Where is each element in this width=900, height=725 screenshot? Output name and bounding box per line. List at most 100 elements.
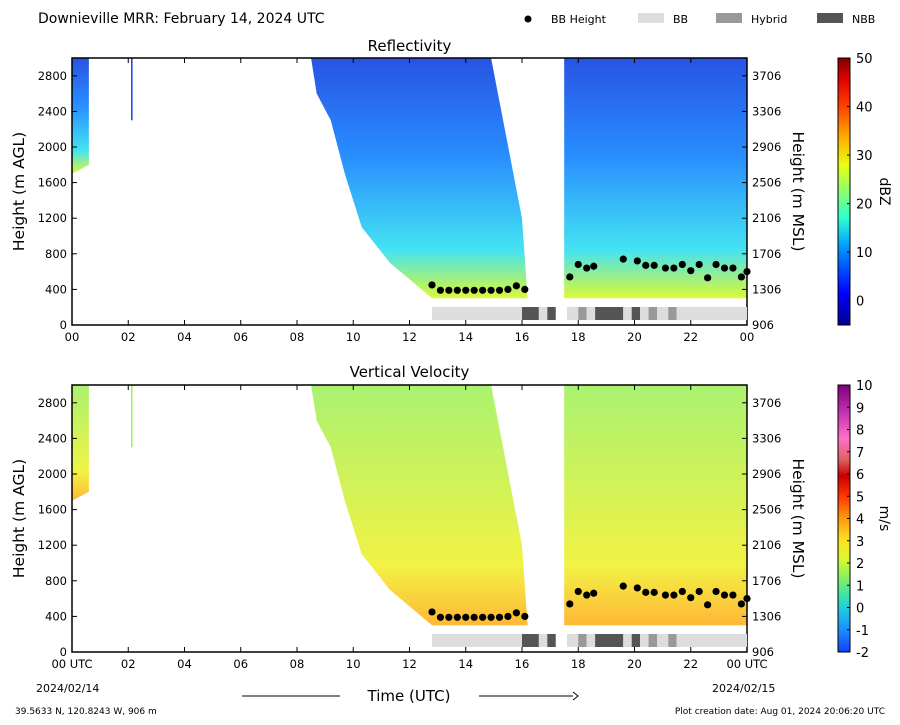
- y-tick-label: 2000: [38, 467, 67, 481]
- bb-type-segment: [578, 307, 587, 320]
- y-tick-label-right: 2106: [752, 538, 781, 552]
- y-tick-label: 400: [45, 609, 67, 623]
- bb-height-point: [670, 591, 678, 599]
- colorbar-tick-label: 7: [856, 446, 864, 461]
- y-tick-label: 2000: [38, 140, 67, 154]
- bb-height-point: [504, 612, 512, 621]
- bb-height-point: [470, 613, 478, 621]
- field-fill-early: [72, 385, 89, 501]
- x-tick-label: 10: [346, 657, 361, 671]
- bb-height-point: [487, 613, 495, 621]
- x-tick-label: 22: [683, 657, 698, 671]
- bb-type-segment: [648, 307, 657, 320]
- bb-height-point: [687, 267, 695, 275]
- field-fill-late: [564, 58, 747, 299]
- x-tick-label: 22: [683, 330, 698, 344]
- x-tick-label: 06: [233, 330, 248, 344]
- time-arrow-head: [572, 691, 579, 701]
- creation-date-text: Plot creation date: Aug 01, 2024 20:06:2…: [675, 707, 885, 717]
- bb-height-point: [729, 591, 737, 599]
- colorbar-tick-label: 2: [856, 557, 864, 572]
- field-fill-early: [72, 58, 89, 174]
- bb-type-segment: [595, 307, 624, 320]
- y-tick-label-right: 1306: [752, 282, 781, 296]
- bb-height-point: [678, 587, 686, 596]
- bb-height-point: [521, 612, 529, 621]
- legend-nbb-label: NBB: [852, 13, 875, 26]
- bb-height-point: [470, 286, 478, 294]
- bb-type-segment: [567, 307, 579, 320]
- bb-height-point: [445, 286, 453, 294]
- bb-height-point: [720, 264, 729, 272]
- colorbar-tick-label: 50: [856, 52, 873, 67]
- panel-title: Vertical Velocity: [350, 363, 470, 381]
- x-tick-label: 20: [627, 657, 642, 671]
- x-tick-label: 16: [515, 657, 530, 671]
- bb-type-segment: [547, 634, 556, 647]
- bb-height-point: [436, 286, 445, 294]
- bb-height-point: [678, 260, 686, 269]
- bb-height-point: [487, 286, 495, 294]
- bb-height-point: [619, 255, 627, 263]
- bb-height-point: [720, 591, 729, 599]
- bb-height-point: [737, 600, 745, 608]
- bb-height-point: [670, 264, 678, 272]
- bb-type-segment: [522, 307, 539, 320]
- colorbar-tick-label: 40: [856, 101, 873, 116]
- y-tick-label-right: 1306: [752, 609, 781, 623]
- bb-height-point: [583, 591, 591, 599]
- x-tick-label: 18: [571, 330, 586, 344]
- x-tick-label: 08: [290, 330, 305, 344]
- y-tick-label: 1600: [38, 503, 67, 517]
- bb-type-segment: [432, 634, 522, 647]
- colorbar-tick-label: 0: [856, 602, 864, 617]
- bb-type-segment: [668, 307, 677, 320]
- y-tick-label-right: 3706: [752, 69, 781, 83]
- y-tick-label-right: 2506: [752, 176, 781, 190]
- colorbar-label: dBZ: [876, 177, 892, 205]
- x-tick-label: 02: [121, 330, 136, 344]
- colorbar: [837, 57, 851, 326]
- bb-height-point: [737, 273, 745, 281]
- bb-height-point: [661, 591, 670, 599]
- bb-height-point: [633, 257, 641, 265]
- bb-height-point: [743, 595, 751, 603]
- colorbar-tick-label: 5: [856, 490, 864, 505]
- bb-type-segment: [586, 634, 596, 647]
- bb-type-segment: [640, 307, 649, 320]
- legend-bb-label: BB: [673, 13, 688, 26]
- y-tick-label: 2400: [38, 104, 67, 118]
- x-tick-label: 02: [121, 657, 136, 671]
- bb-type-segment: [578, 634, 587, 647]
- bb-height-point: [504, 285, 512, 293]
- y-tick-label-right: 906: [752, 645, 774, 659]
- field-fill-late: [564, 385, 747, 626]
- y-tick-label-right: 3306: [752, 431, 781, 445]
- field-fill-main: [311, 58, 528, 299]
- y-tick-label: 2800: [38, 69, 67, 83]
- y-tick-label: 800: [45, 247, 67, 261]
- field-streak: [131, 58, 133, 121]
- x-tick-label: 00 UTC: [51, 657, 92, 671]
- field-fill-main: [311, 385, 528, 626]
- legend-hybrid-swatch: [716, 13, 742, 23]
- bb-type-segment: [676, 634, 747, 647]
- y-tick-label: 0: [60, 645, 67, 659]
- colorbar-tick-label: 3: [856, 535, 864, 550]
- colorbar-tick-label: 30: [856, 149, 873, 164]
- y-axis-label: Height (m AGL): [10, 459, 28, 578]
- bb-height-point: [453, 286, 461, 294]
- bb-height-point: [743, 268, 751, 276]
- x-tick-label: 12: [402, 330, 417, 344]
- bb-type-segment: [668, 634, 677, 647]
- bb-type-segment: [567, 634, 579, 647]
- x-tick-label: 14: [458, 657, 473, 671]
- bb-height-point: [453, 613, 461, 621]
- bb-height-point: [650, 261, 658, 269]
- bb-height-point: [590, 589, 598, 597]
- colorbar-tick-label: 20: [856, 198, 873, 213]
- bb-height-point: [428, 608, 436, 616]
- x-tick-label: 06: [233, 657, 248, 671]
- colorbar-tick-label: -2: [856, 646, 869, 661]
